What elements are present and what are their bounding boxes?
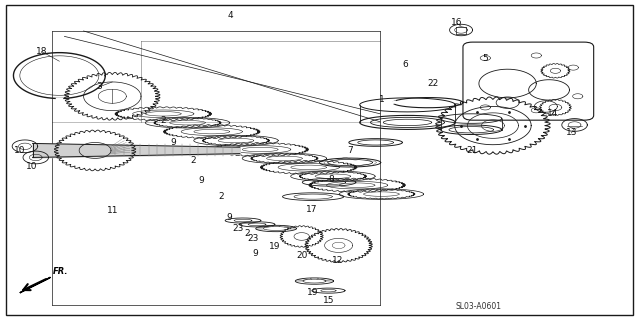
- Text: 11: 11: [107, 206, 118, 215]
- Text: 17: 17: [306, 205, 318, 214]
- Text: 9: 9: [170, 138, 176, 147]
- Text: 22: 22: [427, 79, 438, 88]
- Text: 2: 2: [244, 229, 250, 238]
- Text: 1: 1: [379, 95, 385, 104]
- Text: 9: 9: [253, 249, 259, 258]
- Text: 10: 10: [14, 146, 26, 155]
- Text: 15: 15: [323, 296, 335, 305]
- Text: 10: 10: [26, 162, 37, 171]
- Polygon shape: [20, 277, 50, 293]
- Text: FR.: FR.: [53, 267, 68, 276]
- Text: 4: 4: [227, 11, 233, 20]
- Text: 19: 19: [269, 242, 281, 251]
- Text: 23: 23: [247, 234, 258, 243]
- Text: 3: 3: [96, 82, 102, 91]
- Text: 5: 5: [482, 53, 488, 62]
- Text: 6: 6: [403, 60, 408, 69]
- Text: 12: 12: [332, 256, 343, 265]
- Text: 21: 21: [467, 146, 478, 155]
- Text: 2: 2: [190, 156, 196, 164]
- Text: 20: 20: [296, 251, 307, 260]
- Text: SL03-A0601: SL03-A0601: [456, 302, 502, 311]
- Text: 7: 7: [347, 146, 353, 155]
- Text: 9: 9: [226, 213, 232, 222]
- Text: 16: 16: [451, 19, 463, 28]
- Text: 19: 19: [307, 288, 319, 297]
- Text: 9: 9: [199, 176, 204, 185]
- Text: 2: 2: [160, 116, 166, 125]
- Text: 8: 8: [328, 175, 334, 184]
- Text: 23: 23: [232, 224, 243, 233]
- Text: 14: 14: [546, 109, 558, 118]
- Text: 13: 13: [566, 128, 577, 137]
- Text: 18: 18: [36, 47, 48, 56]
- Text: 2: 2: [219, 192, 224, 201]
